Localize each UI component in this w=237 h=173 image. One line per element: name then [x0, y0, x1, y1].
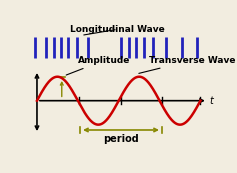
Text: Transverse Wave: Transverse Wave: [139, 56, 236, 73]
Text: t: t: [210, 96, 214, 106]
Text: Amplitude: Amplitude: [66, 56, 131, 75]
Text: period: period: [103, 134, 139, 144]
Text: Longitudinal Wave: Longitudinal Wave: [70, 25, 165, 35]
